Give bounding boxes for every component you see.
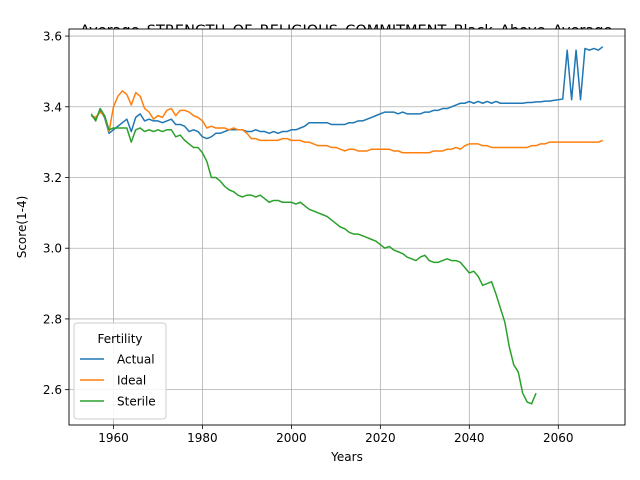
x-tick-label: 2000	[276, 431, 307, 445]
y-tick-label: 3.6	[43, 30, 62, 44]
series-line-sterile	[90, 107, 537, 405]
x-axis-label: Years	[330, 450, 363, 464]
legend-title: Fertility	[97, 332, 142, 346]
y-tick-label: 3.0	[43, 242, 62, 256]
x-tick-label: 1980	[187, 431, 218, 445]
legend-label-ideal: Ideal	[117, 374, 146, 388]
series-line-ideal	[90, 90, 604, 154]
y-tick-label: 3.4	[43, 100, 62, 114]
legend: Fertility Actual Ideal Sterile	[73, 322, 167, 420]
series-line-actual	[90, 46, 604, 140]
y-tick-label: 3.2	[43, 171, 62, 185]
x-tick-label: 2020	[365, 431, 396, 445]
x-tick-label: 2060	[543, 431, 574, 445]
legend-label-sterile: Sterile	[117, 395, 156, 409]
y-tick-label: 2.8	[43, 312, 62, 326]
legend-box	[73, 322, 167, 420]
series-lines	[90, 46, 604, 405]
x-tick-label: 1960	[98, 431, 129, 445]
x-tick-label: 2040	[454, 431, 485, 445]
legend-label-actual: Actual	[117, 353, 155, 367]
y-tick-label: 2.6	[43, 383, 62, 397]
plot-frame	[68, 28, 626, 426]
x-axis-ticks: 1960 1980 2000 2020 2040 2060	[98, 425, 574, 445]
y-axis-label: Score(1-4)	[15, 196, 29, 259]
y-axis-ticks: 2.6 2.8 3.0 3.2 3.4 3.6	[43, 30, 69, 397]
